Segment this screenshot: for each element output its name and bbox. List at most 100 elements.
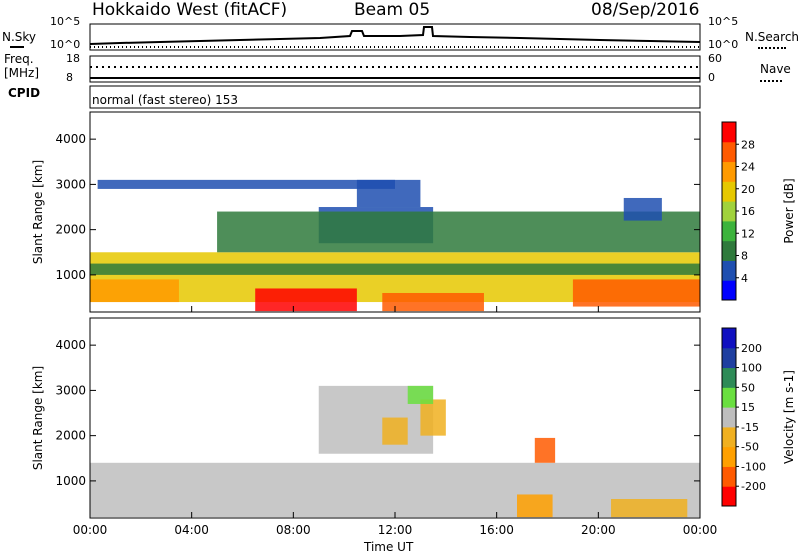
power-scatter-band-2 xyxy=(90,279,179,303)
velocity-scatter-band-6 xyxy=(611,498,688,518)
noise-left-tick-top: 10^5 xyxy=(50,15,81,28)
power-scatter-band-9 xyxy=(217,211,701,253)
noise-search-label: N.Search xyxy=(745,30,800,44)
velocity-y-tick-label-2: 3000 xyxy=(55,383,86,397)
cpid-panel-frame xyxy=(89,85,701,109)
x-tick-label-4: 16:00 xyxy=(479,523,514,537)
power-scatter-band-10 xyxy=(623,197,662,221)
power-scatter-band-4 xyxy=(382,292,484,312)
nave-legend-line xyxy=(760,80,782,82)
power-colorbar-tick-label-5: 24 xyxy=(741,161,755,174)
velocity-colorbar-frame xyxy=(721,327,737,507)
velocity-colorbar-tick-label-5: -50 xyxy=(741,441,759,454)
x-tick-label-6: 00:00 xyxy=(683,523,718,537)
power-colorbar-cell-3 xyxy=(722,220,736,242)
noise-sky-line xyxy=(89,26,701,45)
nave-label: Nave xyxy=(760,62,791,76)
power-colorbar-cell-0 xyxy=(722,280,736,301)
velocity-colorbar-tick-label-7: -200 xyxy=(741,480,766,493)
power-colorbar-cell-6 xyxy=(722,161,736,182)
power-colorbar-tick-label-2: 12 xyxy=(741,227,755,240)
power-colorbar-cell-8 xyxy=(722,122,736,143)
freq-unit-label: [MHz] xyxy=(4,66,40,80)
power-colorbar-tick-label-0: 4 xyxy=(741,272,748,285)
power-colorbar-cell-7 xyxy=(722,141,736,163)
power-y-tick-label-2: 3000 xyxy=(55,177,86,191)
velocity-colorbar-cell-8 xyxy=(722,328,736,349)
velocity-colorbar-tick-label-1: 100 xyxy=(741,362,762,375)
x-tick-label-5: 20:00 xyxy=(581,523,616,537)
power-y-axis-label: Slant Range [km] xyxy=(31,160,45,264)
noise-right-tick-top: 10^5 xyxy=(708,15,739,28)
velocity-colorbar-tick-label-6: -100 xyxy=(741,460,766,473)
noise-left-tick-bottom: 10^0 xyxy=(50,38,81,51)
power-scatter-band-8 xyxy=(97,179,395,189)
velocity-scatter-band-3 xyxy=(420,399,446,436)
velocity-scatter-band-2 xyxy=(382,417,408,445)
velocity-scatter-band-0 xyxy=(90,462,700,518)
freq-label: Freq. xyxy=(4,52,34,66)
noise-panel-frame xyxy=(89,23,701,51)
power-colorbar-tick-label-1: 8 xyxy=(741,250,748,263)
cpid-label: CPID xyxy=(8,86,41,100)
station-title: Hokkaido West (fitACF) xyxy=(92,0,288,20)
power-colorbar-cell-4 xyxy=(722,201,736,222)
velocity-scatter-band-5 xyxy=(517,494,553,518)
x-tick-label-1: 04:00 xyxy=(174,523,209,537)
velocity-scatter-band-4 xyxy=(534,437,556,463)
power-scatter-band-5 xyxy=(572,279,700,307)
power-colorbar-label: Power [dB] xyxy=(782,178,796,243)
noise-search-legend-line xyxy=(758,47,786,49)
velocity-y-tick-label-1: 2000 xyxy=(55,429,86,443)
velocity-panel: 1000 2000 3000 4000 Slant Range [km] 00:00 04:… xyxy=(31,317,796,537)
cpid-panel xyxy=(89,85,701,109)
power-scatter-band-1 xyxy=(90,263,700,275)
velocity-y-axis-label: Slant Range [km] xyxy=(31,366,45,470)
x-axis-title: Time UT xyxy=(364,540,414,554)
noise-sky-label: N.Sky xyxy=(2,30,37,44)
velocity-colorbar-cell-5 xyxy=(722,387,736,408)
power-colorbar-tick-label-6: 28 xyxy=(741,138,755,151)
velocity-colorbar-cell-2 xyxy=(722,446,736,467)
velocity-y-tick-label-3: 4000 xyxy=(55,338,86,352)
velocity-scatter-band-7 xyxy=(407,385,434,404)
power-colorbar-cell-1 xyxy=(722,260,736,281)
velocity-colorbar-cell-0 xyxy=(722,486,736,507)
power-y-tick-label-0: 1000 xyxy=(55,268,86,282)
velocity-colorbar-cell-1 xyxy=(722,466,736,487)
noise-sky-legend-line xyxy=(10,46,24,48)
freq-right-tick-top: 60 xyxy=(708,52,722,65)
velocity-colorbar-tick-label-3: 15 xyxy=(741,401,755,414)
beam-title: Beam 05 xyxy=(354,0,431,20)
power-colorbar-cell-2 xyxy=(722,240,736,261)
x-tick-label-2: 08:00 xyxy=(276,523,311,537)
freq-panel xyxy=(89,55,701,83)
cpid-text: normal (fast stereo) 153 xyxy=(92,93,239,107)
power-colorbar-tick-label-4: 20 xyxy=(741,183,755,196)
freq-left-tick-top: 18 xyxy=(66,52,80,65)
velocity-colorbar-tick-label-2: 50 xyxy=(741,381,755,394)
velocity-colorbar-tick-label-4: -15 xyxy=(741,421,759,434)
power-y-tick-label-1: 2000 xyxy=(55,223,86,237)
power-colorbar-cell-5 xyxy=(722,181,736,202)
date-title: 08/Sep/2016 xyxy=(591,0,700,20)
velocity-colorbar-cell-7 xyxy=(722,347,736,369)
power-panel: 1000 2000 3000 4000 Slant Range [km] 4 8 12 16 20… xyxy=(31,111,796,313)
x-tick-label-3: 12:00 xyxy=(378,523,413,537)
velocity-colorbar-cell-6 xyxy=(722,367,736,388)
freq-left-tick-bottom: 8 xyxy=(66,71,73,84)
power-scatter-band-3 xyxy=(255,288,357,312)
noise-panel xyxy=(89,23,701,51)
power-colorbar-tick-label-3: 16 xyxy=(741,205,755,218)
velocity-y-tick-label-0: 1000 xyxy=(55,474,86,488)
power-y-tick-label-3: 4000 xyxy=(55,132,86,146)
freq-right-tick-bottom: 0 xyxy=(708,71,715,84)
velocity-colorbar-tick-label-0: 200 xyxy=(741,342,762,355)
noise-right-tick-bottom: 10^0 xyxy=(708,38,739,51)
freq-panel-frame xyxy=(89,55,701,83)
x-tick-label-0: 00:00 xyxy=(73,523,108,537)
velocity-colorbar-cell-4 xyxy=(722,407,736,428)
velocity-colorbar-label: Velocity [m s-1] xyxy=(782,370,796,464)
